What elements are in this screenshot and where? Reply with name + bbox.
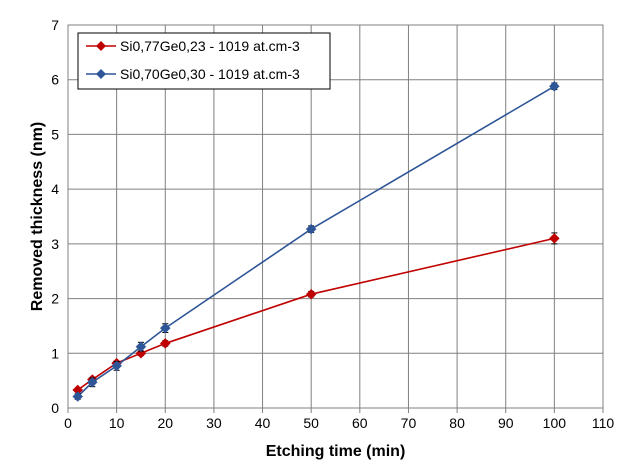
y-tick-label: 7: [51, 17, 59, 33]
x-tick-label: 20: [157, 415, 173, 431]
y-tick-label: 2: [51, 291, 59, 307]
y-tick-label: 5: [51, 126, 59, 142]
legend-box: [77, 32, 331, 90]
x-tick-label: 50: [303, 415, 319, 431]
x-tick-label: 60: [352, 415, 368, 431]
x-tick-label: 110: [592, 415, 615, 431]
x-axis-title: Etching time (min): [266, 443, 406, 460]
data-point: [72, 391, 84, 402]
y-axis-ticks: 0 1 2 3 4 5 6 7: [51, 17, 59, 416]
series-2: [72, 80, 560, 402]
data-point: [159, 322, 171, 334]
x-tick-label: 10: [109, 415, 125, 431]
legend-item-2: Si0,70Ge0,30 - 1019 at.cm-3: [86, 66, 300, 82]
x-tick-label: 80: [449, 415, 465, 431]
x-tick-label: 100: [543, 415, 567, 431]
x-tick-label: 0: [64, 415, 72, 431]
y-tick-label: 3: [51, 236, 59, 252]
data-point: [549, 80, 560, 92]
legend-item-1: Si0,77Ge0,23 - 1019 at.cm-3: [86, 38, 300, 54]
y-tick-label: 6: [51, 72, 59, 88]
x-tick-label: 40: [255, 415, 271, 431]
x-axis-ticks: 0 10 20 30 40 50 60 70 80 90 100 110: [64, 415, 614, 431]
data-point: [159, 338, 171, 349]
x-tick-label: 70: [401, 415, 417, 431]
data-point: [86, 376, 98, 388]
y-axis-title: Removed thickness (nm): [29, 122, 46, 311]
legend: Si0,77Ge0,23 - 1019 at.cm-3 Si0,70Ge0,30 …: [77, 32, 331, 90]
plot-area-border: [67, 24, 604, 409]
x-tick-label: 30: [206, 415, 222, 431]
y-tick-label: 1: [51, 345, 59, 361]
series-layer: [72, 80, 560, 402]
x-tick-label: 90: [498, 415, 514, 431]
legend-label: Si0,77Ge0,23 - 1019 at.cm-3: [120, 38, 300, 54]
data-point: [111, 360, 122, 372]
legend-marker: [96, 41, 106, 51]
legend-marker: [96, 69, 106, 79]
data-point: [135, 341, 147, 353]
y-tick-label: 4: [51, 181, 59, 197]
data-point: [305, 288, 317, 300]
data-point: [305, 223, 317, 235]
y-tick-label: 0: [51, 400, 59, 416]
data-point: [549, 233, 560, 244]
legend-label: Si0,70Ge0,30 - 1019 at.cm-3: [120, 66, 300, 82]
